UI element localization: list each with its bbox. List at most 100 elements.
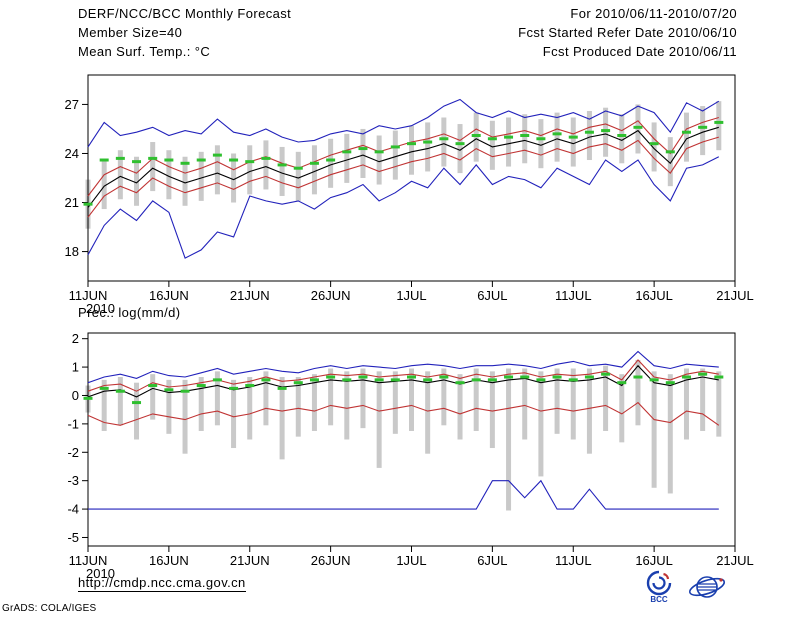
y-tick-label: -1	[67, 416, 79, 431]
ensemble-mean-line	[87, 364, 719, 398]
spread-bar	[538, 371, 544, 477]
spread-bar	[166, 379, 172, 434]
cma-globe-lines	[697, 583, 717, 591]
spread-bar	[166, 150, 172, 200]
spread-bar	[473, 112, 479, 162]
ensemble-mean-line	[87, 126, 719, 208]
x-tick-label: 16JUN	[149, 553, 189, 568]
member-size-label: Member Size=40	[78, 25, 183, 40]
spread-bar	[716, 101, 722, 151]
spread-bar	[700, 106, 706, 156]
spread-bar	[635, 359, 641, 426]
upper-quartile-line	[87, 359, 719, 392]
spread-bar	[392, 371, 398, 434]
cma-orbit-dot	[719, 578, 723, 582]
spread-bar	[214, 371, 220, 426]
y-tick-label: 24	[65, 146, 79, 161]
x-tick-label: 16JUN	[149, 288, 189, 303]
spread-bar	[198, 377, 204, 431]
precipitation-panel: 2 1 0 -1 -2 -3 -4 -5 11JUN 16JUN 21JUN 26JUN 1JUL 6JU…	[67, 331, 753, 581]
y-tick-label: 21	[65, 195, 79, 210]
y-tick-label: -3	[67, 473, 79, 488]
spread-bar	[150, 142, 156, 192]
spread-bar	[295, 377, 301, 437]
spread-bar	[409, 368, 414, 431]
x-tick-label: 6JUL	[477, 288, 507, 303]
lower-quartile-line	[87, 136, 719, 218]
spread-bar	[344, 371, 350, 440]
website-link[interactable]: http://cmdp.ncc.cma.gov.cn	[78, 575, 246, 592]
cma-logo	[688, 576, 726, 598]
x-tick-label: 11JUN	[69, 553, 108, 568]
spread-bar	[651, 122, 657, 172]
spread-bar	[683, 112, 689, 162]
bcc-logo-text: BCC	[650, 595, 668, 604]
spread-bar	[376, 371, 382, 468]
forecast-range-label: For 2010/06/11-2010/07/20	[570, 6, 737, 21]
spread-bar	[182, 156, 188, 206]
x-tick-label: 1JUL	[396, 553, 426, 568]
y-tick-label: 0	[72, 388, 79, 403]
spread-bar	[311, 374, 317, 431]
spread-bar	[619, 374, 625, 443]
spread-bar	[134, 382, 140, 440]
spread-bar	[425, 122, 431, 172]
x-tick-label: 21JUL	[716, 288, 754, 303]
spread-bar	[506, 368, 512, 511]
spread-bar	[117, 377, 123, 426]
y-tick-label: 1	[72, 360, 79, 375]
spread-bar	[586, 110, 592, 161]
spread-bar	[360, 128, 366, 178]
precip-panel-title: Prec.: log(mm/d)	[78, 305, 181, 320]
spread-bar	[522, 114, 528, 164]
x-tick-label: 21JUN	[230, 553, 270, 568]
spread-bar	[667, 374, 673, 494]
page-title: DERF/NCC/BCC Monthly Forecast	[78, 6, 292, 21]
spread-bar	[603, 107, 609, 157]
x-tick-label: 16JUL	[635, 288, 673, 303]
bcc-swirl-accent	[663, 572, 670, 580]
cma-globe-circle	[696, 576, 718, 598]
spread-bar	[425, 371, 431, 454]
ensemble-max-line	[87, 350, 719, 384]
cma-orbit	[688, 577, 726, 597]
spread-bar	[279, 377, 285, 460]
spread-bar	[376, 135, 382, 185]
spread-bar	[603, 365, 609, 431]
spread-bar	[441, 368, 447, 426]
spread-bar	[586, 368, 592, 454]
bcc-swirl-inner	[652, 576, 666, 590]
spread-bar	[570, 368, 576, 440]
ensemble-min-line	[88, 479, 719, 510]
spread-bar	[214, 145, 220, 195]
y-tick-label: 27	[65, 97, 79, 112]
spread-bar	[716, 371, 722, 437]
spread-bar	[231, 153, 237, 203]
y-tick-label: -2	[67, 445, 79, 460]
spread-bar	[134, 156, 140, 206]
lower-quartile-line	[87, 401, 720, 426]
spread-bar	[150, 374, 156, 420]
spread-bar	[392, 130, 398, 180]
x-tick-label: 21JUN	[230, 288, 270, 303]
x-tick-label: 21JUL	[716, 553, 754, 568]
spread-bar	[489, 371, 495, 449]
fcst-started-label: Fcst Started Refer Date 2010/06/10	[518, 25, 737, 40]
x-axis-year-label: 2010	[86, 566, 115, 581]
spread-bar	[101, 379, 107, 431]
spread-bar	[328, 138, 334, 188]
grads-credit: GrADS: COLA/IGES	[2, 603, 97, 614]
temp-panel-title: Mean Surf. Temp.: °C	[78, 44, 211, 59]
spread-bar	[635, 104, 641, 154]
spread-bar	[441, 117, 447, 167]
spread-bar	[473, 368, 479, 431]
spread-bar	[570, 117, 576, 167]
spread-bar	[360, 368, 366, 429]
spread-bar	[667, 137, 673, 187]
spread-bar	[263, 371, 269, 426]
temperature-panel: 27 24 21 18 11JUN 16JUN 21JUN 26JUN 1JUL 6JUL 11JU…	[65, 74, 754, 316]
spread-bar	[231, 379, 237, 449]
spread-bar	[457, 374, 463, 440]
spread-bar	[198, 151, 204, 201]
spread-bar	[182, 379, 188, 454]
